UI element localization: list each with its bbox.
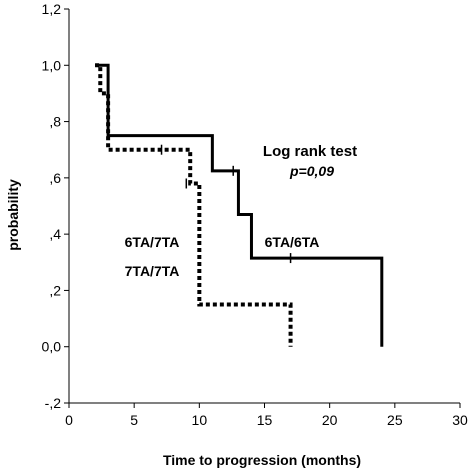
y-tick-label: ,2 [49, 282, 61, 298]
series-label-6ta-7ta: 6TA/7TA [125, 234, 180, 250]
y-tick-label: ,4 [49, 226, 61, 242]
y-tick-label: 1,0 [42, 57, 62, 73]
y-tick-label: ,8 [49, 114, 61, 130]
x-tick-label: 25 [387, 412, 403, 428]
y-tick-label: 1,2 [42, 1, 62, 17]
log-rank-pvalue: p=0,09 [289, 163, 334, 179]
axes [68, 9, 460, 404]
x-tick-label: 5 [130, 412, 138, 428]
x-tick-label: 15 [257, 412, 273, 428]
x-tick-label: 30 [452, 412, 468, 428]
series-label-7ta-7ta: 7TA/7TA [125, 263, 180, 279]
x-axis-label: Time to progression (months) [163, 452, 361, 468]
series-line-1 [95, 63, 384, 347]
y-tick-label: ,6 [49, 170, 61, 186]
y-axis-label: probability [5, 179, 21, 251]
series-line-2 [95, 63, 293, 347]
x-tick-label: 20 [322, 412, 338, 428]
series-label-6ta-6ta: 6TA/6TA [265, 234, 320, 250]
y-tick-label: 0,0 [42, 339, 62, 355]
series [95, 63, 384, 347]
y-tick-label: -,2 [45, 395, 62, 411]
log-rank-title: Log rank test [263, 143, 357, 160]
x-tick-label: 10 [192, 412, 208, 428]
x-tick-label: 0 [65, 412, 73, 428]
ticks: -,2 0,0 ,2 ,4 ,6 ,8 1,0 1,2 0 5 10 15 20 25 30 [42, 1, 468, 428]
